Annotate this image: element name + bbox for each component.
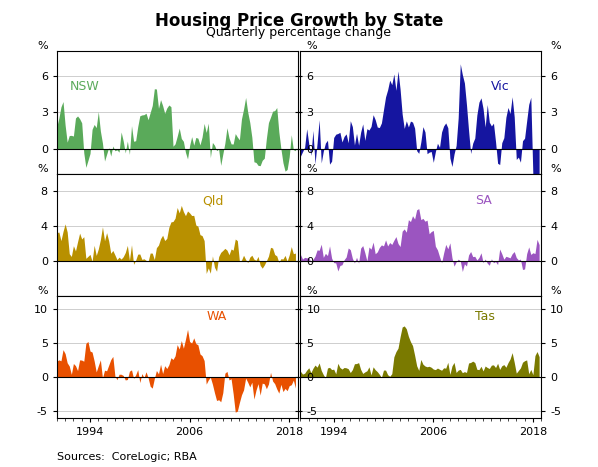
Text: %: % bbox=[307, 163, 318, 174]
Text: %: % bbox=[550, 163, 561, 174]
Text: SA: SA bbox=[475, 194, 492, 207]
Text: %: % bbox=[37, 42, 48, 51]
Text: %: % bbox=[550, 286, 561, 296]
Text: %: % bbox=[550, 42, 561, 51]
Text: WA: WA bbox=[206, 310, 227, 323]
Text: %: % bbox=[37, 286, 48, 296]
Text: %: % bbox=[307, 42, 318, 51]
Text: Vic: Vic bbox=[492, 80, 510, 93]
Text: %: % bbox=[307, 286, 318, 296]
Text: Sources:  CoreLogic; RBA: Sources: CoreLogic; RBA bbox=[57, 453, 197, 462]
Text: Quarterly percentage change: Quarterly percentage change bbox=[206, 26, 392, 39]
Text: %: % bbox=[37, 163, 48, 174]
Text: NSW: NSW bbox=[69, 80, 99, 93]
Text: Tas: Tas bbox=[475, 310, 495, 323]
Text: Housing Price Growth by State: Housing Price Growth by State bbox=[155, 12, 443, 30]
Text: Qld: Qld bbox=[202, 194, 224, 207]
